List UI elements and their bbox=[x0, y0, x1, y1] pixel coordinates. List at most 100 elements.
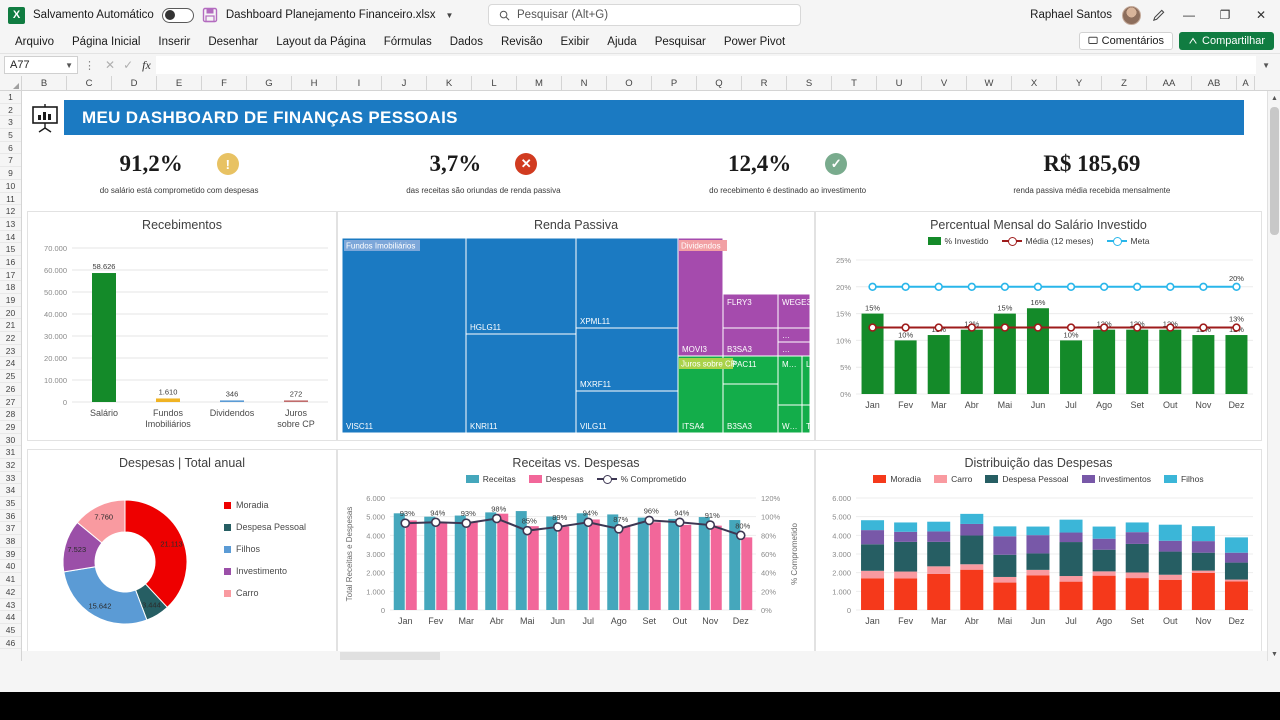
row-header-19[interactable]: 19 bbox=[0, 294, 21, 307]
bar[interactable] bbox=[220, 400, 244, 402]
row-header-41[interactable]: 41 bbox=[0, 573, 21, 586]
stacked-segment[interactable] bbox=[993, 582, 1017, 610]
row-header-46[interactable]: 46 bbox=[0, 637, 21, 650]
pie-slice[interactable] bbox=[124, 499, 188, 609]
stacked-segment[interactable] bbox=[927, 573, 951, 610]
stacked-segment[interactable] bbox=[993, 576, 1017, 583]
bar[interactable] bbox=[649, 522, 661, 610]
chart-despesas-total-anual[interactable]: Despesas | Total anual 21.113 3.444 15.642… bbox=[27, 449, 337, 657]
stacked-segment[interactable] bbox=[1059, 576, 1083, 582]
treemap-cell[interactable] bbox=[465, 333, 577, 434]
line-marker[interactable] bbox=[1000, 282, 1010, 291]
document-menu-chevron-icon[interactable]: ▼ bbox=[445, 10, 454, 20]
column-header-O[interactable]: O bbox=[607, 76, 652, 90]
legend-item-carro[interactable]: Carro bbox=[934, 474, 972, 484]
row-header-25[interactable]: 25 bbox=[0, 370, 21, 383]
chart-renda-passiva[interactable]: Renda Passiva VISC11 HGLG11 KNRI11 XPML11 MX… bbox=[337, 211, 819, 441]
line-marker[interactable] bbox=[1033, 323, 1043, 332]
bar[interactable] bbox=[1192, 335, 1215, 394]
search-input[interactable]: Pesquisar (Alt+G) bbox=[488, 4, 801, 26]
ribbon-tab-layout-pagina[interactable]: Layout da Página bbox=[276, 35, 366, 48]
row-header-17[interactable]: 17 bbox=[0, 269, 21, 282]
line-marker[interactable] bbox=[934, 282, 943, 291]
line-marker[interactable] bbox=[1099, 323, 1109, 332]
select-all-corner[interactable] bbox=[0, 76, 22, 90]
bar[interactable] bbox=[861, 313, 884, 394]
row-header-23[interactable]: 23 bbox=[0, 345, 21, 358]
column-header-S[interactable]: S bbox=[787, 76, 832, 90]
bar[interactable] bbox=[729, 520, 741, 610]
line-marker[interactable] bbox=[705, 520, 716, 530]
row-header-10[interactable]: 10 bbox=[0, 180, 21, 193]
bar[interactable] bbox=[619, 526, 631, 610]
line-marker[interactable] bbox=[967, 282, 976, 291]
treemap-cell[interactable] bbox=[777, 293, 811, 329]
row-header-40[interactable]: 40 bbox=[0, 560, 21, 574]
stacked-segment[interactable] bbox=[1125, 578, 1149, 610]
stacked-segment[interactable] bbox=[1125, 532, 1149, 544]
bar[interactable] bbox=[466, 521, 478, 610]
save-icon[interactable] bbox=[202, 7, 218, 23]
legend-item-filhos[interactable]: Filhos bbox=[1163, 474, 1204, 484]
row-header-24[interactable]: 24 bbox=[0, 357, 21, 371]
ribbon-tab-pagina-inicial[interactable]: Página Inicial bbox=[72, 35, 141, 48]
bar[interactable] bbox=[393, 513, 405, 610]
bar[interactable] bbox=[284, 400, 308, 402]
bar[interactable] bbox=[894, 340, 917, 394]
pie-slice[interactable] bbox=[76, 499, 126, 544]
column-header-H[interactable]: H bbox=[292, 76, 337, 90]
line-marker[interactable] bbox=[1033, 282, 1043, 291]
bar[interactable] bbox=[546, 516, 558, 610]
bar[interactable] bbox=[637, 517, 649, 610]
bar[interactable] bbox=[993, 313, 1016, 394]
cancel-icon[interactable]: ✕ bbox=[105, 58, 116, 72]
column-header-N[interactable]: N bbox=[562, 76, 607, 90]
pie-slice[interactable] bbox=[63, 566, 148, 625]
stacked-segment[interactable] bbox=[960, 569, 984, 610]
bar[interactable] bbox=[527, 526, 539, 610]
formula-expand-chevron-icon[interactable]: ▼ bbox=[1262, 60, 1270, 70]
bar[interactable] bbox=[710, 525, 722, 610]
stacked-segment[interactable] bbox=[927, 531, 951, 542]
stacked-segment[interactable] bbox=[861, 520, 885, 531]
bar[interactable] bbox=[1159, 329, 1182, 394]
line-marker[interactable] bbox=[1066, 323, 1076, 332]
legend-item-moradia[interactable]: Moradia bbox=[873, 474, 921, 484]
avatar[interactable] bbox=[1122, 5, 1141, 25]
stacked-segment[interactable] bbox=[1224, 537, 1248, 553]
close-button[interactable]: ✕ bbox=[1255, 8, 1267, 22]
legend-label[interactable]: Despesa Pessoal bbox=[236, 522, 306, 532]
stacked-segment[interactable] bbox=[927, 521, 951, 532]
row-header-2[interactable]: 2 bbox=[0, 104, 21, 117]
stacked-segment[interactable] bbox=[1026, 575, 1050, 610]
stacked-segment[interactable] bbox=[1026, 553, 1050, 570]
stacked-segment[interactable] bbox=[1026, 526, 1050, 536]
column-header-T[interactable]: T bbox=[832, 76, 877, 90]
column-header-R[interactable]: R bbox=[742, 76, 787, 90]
stacked-segment[interactable] bbox=[1191, 526, 1215, 542]
bar[interactable] bbox=[156, 398, 180, 402]
line-marker[interactable] bbox=[1133, 323, 1142, 332]
column-header-C[interactable]: C bbox=[67, 76, 112, 90]
line-marker[interactable] bbox=[1099, 282, 1109, 291]
bar[interactable] bbox=[1026, 308, 1049, 394]
bar[interactable] bbox=[607, 514, 619, 610]
row-header-43[interactable]: 43 bbox=[0, 599, 21, 612]
stacked-segment[interactable] bbox=[1092, 538, 1116, 550]
row-header-13[interactable]: 13 bbox=[0, 218, 21, 231]
stacked-segment[interactable] bbox=[1059, 542, 1083, 577]
scroll-down-arrow-icon[interactable]: ▼ bbox=[1271, 650, 1278, 658]
pen-annotate-icon[interactable] bbox=[1151, 8, 1166, 23]
row-header-20[interactable]: 20 bbox=[0, 307, 21, 320]
column-header-E[interactable]: E bbox=[157, 76, 202, 90]
line-marker[interactable] bbox=[934, 323, 943, 332]
column-header-K[interactable]: K bbox=[427, 76, 472, 90]
row-header-16[interactable]: 16 bbox=[0, 256, 21, 269]
stacked-segment[interactable] bbox=[861, 570, 885, 579]
bar[interactable] bbox=[1126, 329, 1149, 394]
line-marker[interactable] bbox=[552, 522, 563, 532]
bar[interactable] bbox=[576, 513, 588, 610]
column-header-W[interactable]: W bbox=[967, 76, 1012, 90]
scrollbar-thumb[interactable] bbox=[1270, 107, 1279, 235]
stacked-segment[interactable] bbox=[1224, 552, 1248, 563]
